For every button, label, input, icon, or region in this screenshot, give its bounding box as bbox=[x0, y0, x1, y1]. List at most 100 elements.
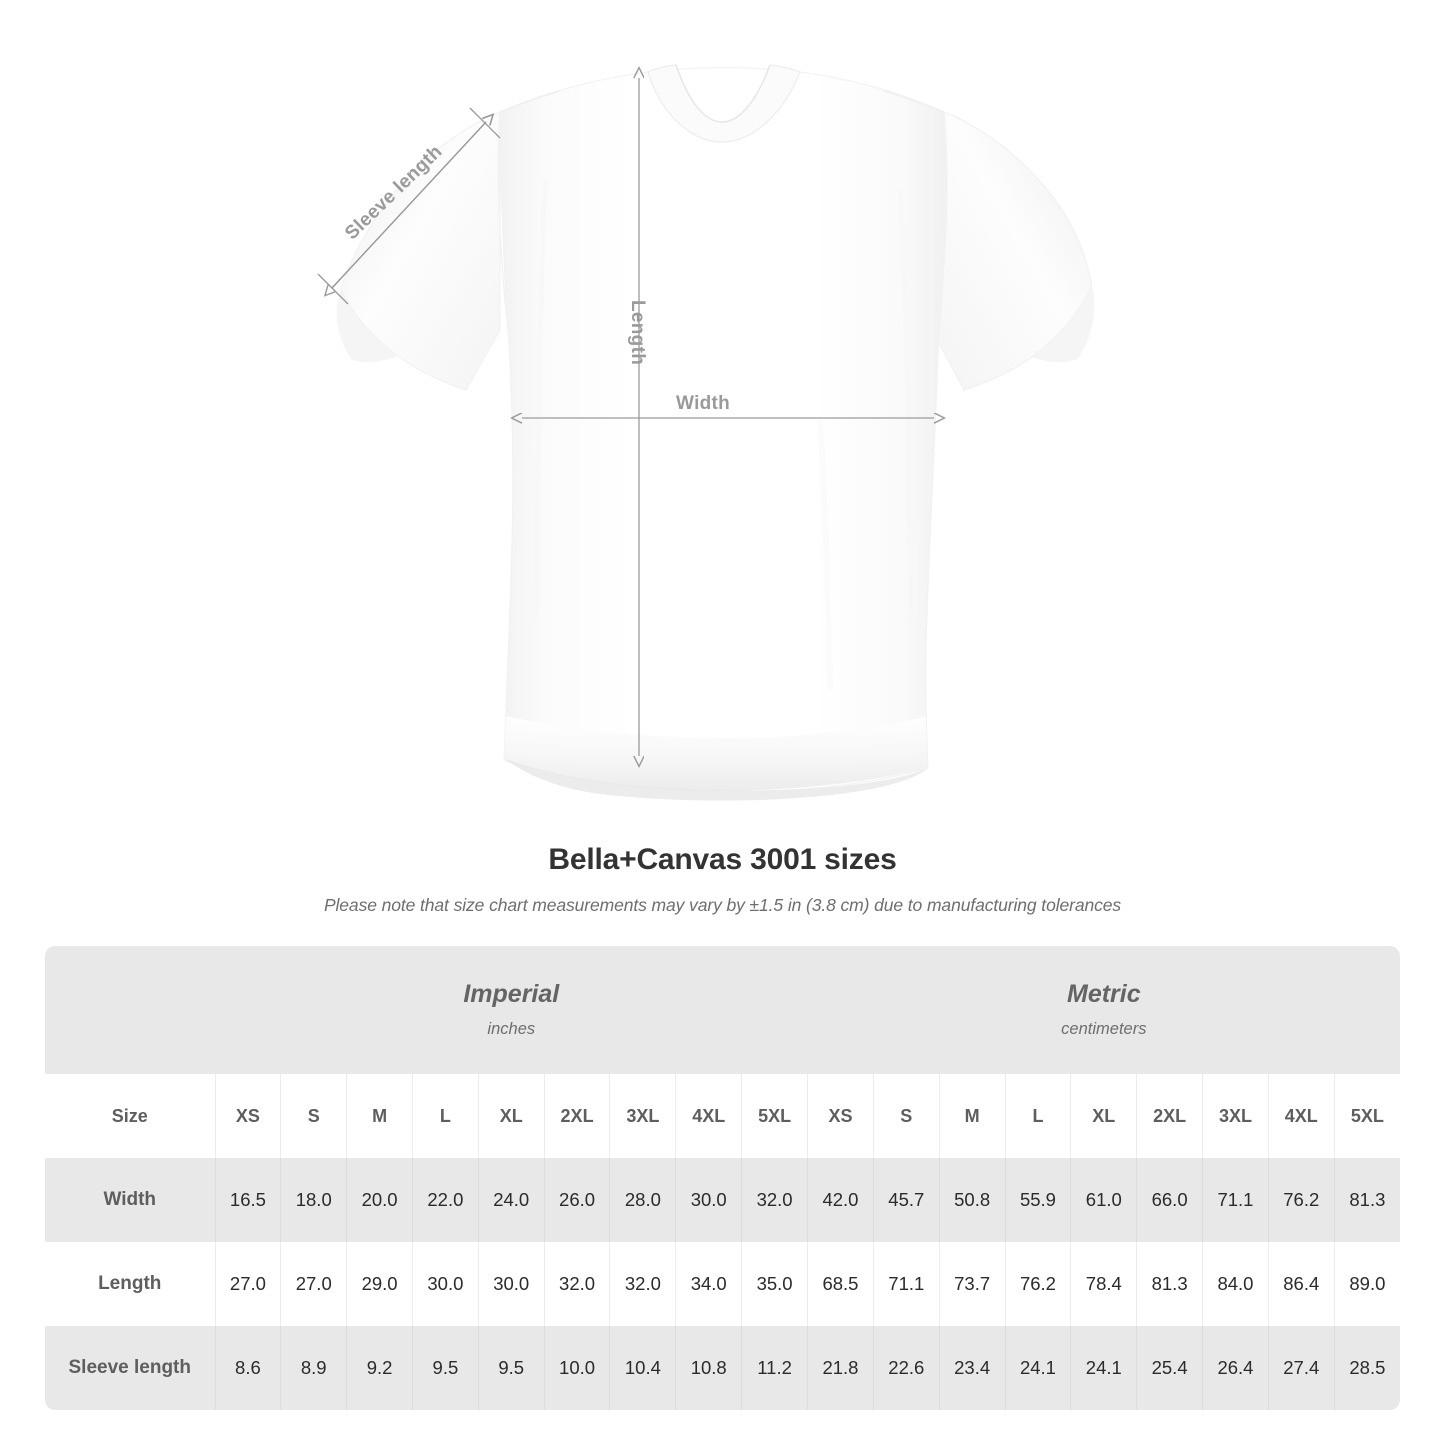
measurement-value-cell: 8.9 bbox=[280, 1326, 347, 1410]
measurement-system-imperial: Imperial inches bbox=[215, 946, 808, 1074]
size-chart-table-wrapper: Imperial inches Metric centimeters Size XS S M L… bbox=[45, 946, 1401, 1410]
measurement-value-cell: 9.5 bbox=[411, 1326, 479, 1410]
measurement-value-cell: 35.0 bbox=[741, 1242, 808, 1326]
measurement-value-cell: 81.3 bbox=[1136, 1242, 1203, 1326]
measurement-value-cell: 10.0 bbox=[543, 1326, 610, 1410]
measurement-value-cell: 10.4 bbox=[609, 1326, 676, 1410]
measurement-value-cell: 26.4 bbox=[1202, 1326, 1269, 1410]
size-header-cell: M bbox=[346, 1074, 413, 1158]
measurement-value-cell: 10.8 bbox=[675, 1326, 742, 1410]
measurement-value-cell: 23.4 bbox=[938, 1326, 1006, 1410]
measurement-value-cell: 16.5 bbox=[214, 1158, 281, 1242]
hem-band bbox=[504, 716, 928, 792]
size-header-cell: L bbox=[1004, 1074, 1071, 1158]
left-shoulder-seam bbox=[499, 90, 561, 113]
system-unit: centimeters bbox=[1061, 1019, 1147, 1038]
hem-edge-shadow bbox=[504, 758, 928, 801]
measurement-system-row: Imperial inches Metric centimeters bbox=[45, 946, 1401, 1074]
measurement-value-cell: 28.0 bbox=[609, 1158, 676, 1242]
right-shoulder-seam bbox=[883, 90, 945, 113]
measurement-value-cell: 29.0 bbox=[346, 1242, 413, 1326]
table-row: Width 16.5 18.0 20.0 22.0 24.0 26.0 28.0 30.0 32.… bbox=[45, 1158, 1401, 1242]
measurement-value-cell: 32.0 bbox=[543, 1242, 610, 1326]
measurement-value-cell: 24.1 bbox=[1004, 1326, 1071, 1410]
measurement-value-cell: 9.5 bbox=[477, 1326, 545, 1410]
measurement-value-cell: 24.0 bbox=[477, 1158, 545, 1242]
measurement-value-cell: 9.2 bbox=[346, 1326, 413, 1410]
size-header-cell: 2XL bbox=[1136, 1074, 1203, 1158]
size-header-cell: XL bbox=[477, 1074, 545, 1158]
size-header-cell: XS bbox=[214, 1074, 281, 1158]
measurement-value-cell: 30.0 bbox=[477, 1242, 545, 1326]
system-name: Metric bbox=[1067, 980, 1141, 1009]
table-row: Sleeve length 8.6 8.9 9.2 9.5 9.5 10.0 10.4 10.8… bbox=[45, 1326, 1401, 1410]
sleeve-length-cap-bottom bbox=[317, 273, 349, 305]
measurement-row-label: Sleeve length bbox=[45, 1326, 215, 1410]
left-sleeve-cuff bbox=[336, 290, 398, 363]
measurement-value-cell: 28.5 bbox=[1333, 1326, 1401, 1410]
measurement-value-cell: 66.0 bbox=[1136, 1158, 1203, 1242]
measurement-value-cell: 27.0 bbox=[280, 1242, 347, 1326]
page-title: Bella+Canvas 3001 sizes bbox=[548, 843, 897, 876]
left-armhole-seam bbox=[497, 111, 509, 331]
measurement-row-label: Length bbox=[45, 1242, 215, 1326]
measurement-value-cell: 71.1 bbox=[872, 1242, 940, 1326]
size-header-cell: S bbox=[872, 1074, 940, 1158]
size-header-cell: 5XL bbox=[741, 1074, 808, 1158]
size-header-cell: M bbox=[938, 1074, 1006, 1158]
right-sleeve-cuff bbox=[1032, 286, 1095, 363]
measurement-value-cell: 32.0 bbox=[741, 1158, 808, 1242]
dimension-lines bbox=[317, 78, 934, 756]
system-name: Imperial bbox=[463, 980, 560, 1009]
measurement-value-cell: 30.0 bbox=[675, 1158, 742, 1242]
measurement-value-cell: 73.7 bbox=[938, 1242, 1006, 1326]
measurement-value-cell: 21.8 bbox=[807, 1326, 874, 1410]
measurement-value-cell: 61.0 bbox=[1070, 1158, 1137, 1242]
tolerance-note: Please note that size chart measurements… bbox=[323, 895, 1122, 915]
measurement-value-cell: 84.0 bbox=[1202, 1242, 1269, 1326]
measurement-value-cell: 50.8 bbox=[938, 1158, 1006, 1242]
size-header-cell: 4XL bbox=[1267, 1074, 1335, 1158]
measurement-system-metric: Metric centimeters bbox=[807, 946, 1401, 1074]
measurement-value-cell: 34.0 bbox=[675, 1242, 742, 1326]
measurement-value-cell: 8.6 bbox=[214, 1326, 281, 1410]
measurement-value-cell: 32.0 bbox=[609, 1242, 676, 1326]
size-header-cell: 2XL bbox=[543, 1074, 610, 1158]
measurement-value-cell: 76.2 bbox=[1267, 1158, 1335, 1242]
size-header-cell: S bbox=[280, 1074, 347, 1158]
measurement-value-cell: 22.6 bbox=[872, 1326, 940, 1410]
size-header-cell: L bbox=[411, 1074, 479, 1158]
measurement-value-cell: 24.1 bbox=[1070, 1326, 1137, 1410]
measurement-value-cell: 86.4 bbox=[1267, 1242, 1335, 1326]
measurement-value-cell: 45.7 bbox=[872, 1158, 940, 1242]
heading-block: Bella+Canvas 3001 sizes Please note that… bbox=[0, 843, 1445, 916]
measurement-value-cell: 11.2 bbox=[741, 1326, 808, 1410]
tshirt-illustration: Sleeve length Length Width bbox=[317, 64, 1095, 801]
size-header-cell: 3XL bbox=[609, 1074, 676, 1158]
fold-left bbox=[533, 179, 548, 621]
measurement-value-cell: 20.0 bbox=[346, 1158, 413, 1242]
measurement-value-cell: 68.5 bbox=[807, 1242, 874, 1326]
measurement-value-cell: 55.9 bbox=[1004, 1158, 1071, 1242]
measurement-value-cell: 27.4 bbox=[1267, 1326, 1335, 1410]
sleeve-length-arrow-head-top bbox=[331, 122, 486, 289]
garment-shape bbox=[336, 64, 1095, 801]
measurement-value-cell: 89.0 bbox=[1333, 1242, 1401, 1326]
system-row-corner bbox=[45, 946, 215, 1074]
right-sleeve bbox=[931, 111, 1093, 391]
shirt-body bbox=[499, 67, 948, 792]
size-header-cell: 3XL bbox=[1202, 1074, 1269, 1158]
system-unit: inches bbox=[487, 1019, 536, 1038]
measurement-value-cell: 81.3 bbox=[1333, 1158, 1401, 1242]
collar-inner-line bbox=[675, 64, 771, 123]
size-header-row: Size XS S M L XL 2XL 3XL 4XL 5XL XS S M L XL 2XL 3XL 4XL 5… bbox=[45, 1074, 1401, 1158]
size-column-header: Size bbox=[45, 1074, 215, 1158]
table-row: Length 27.0 27.0 29.0 30.0 30.0 32.0 32.0 34.0 35… bbox=[45, 1242, 1401, 1326]
measurement-value-cell: 30.0 bbox=[411, 1242, 479, 1326]
measurement-value-cell: 71.1 bbox=[1202, 1158, 1269, 1242]
measurement-value-cell: 18.0 bbox=[280, 1158, 347, 1242]
fold-right bbox=[897, 189, 915, 621]
size-header-cell: 5XL bbox=[1333, 1074, 1401, 1158]
measurement-value-cell: 78.4 bbox=[1070, 1242, 1137, 1326]
size-header-cell: XS bbox=[807, 1074, 874, 1158]
